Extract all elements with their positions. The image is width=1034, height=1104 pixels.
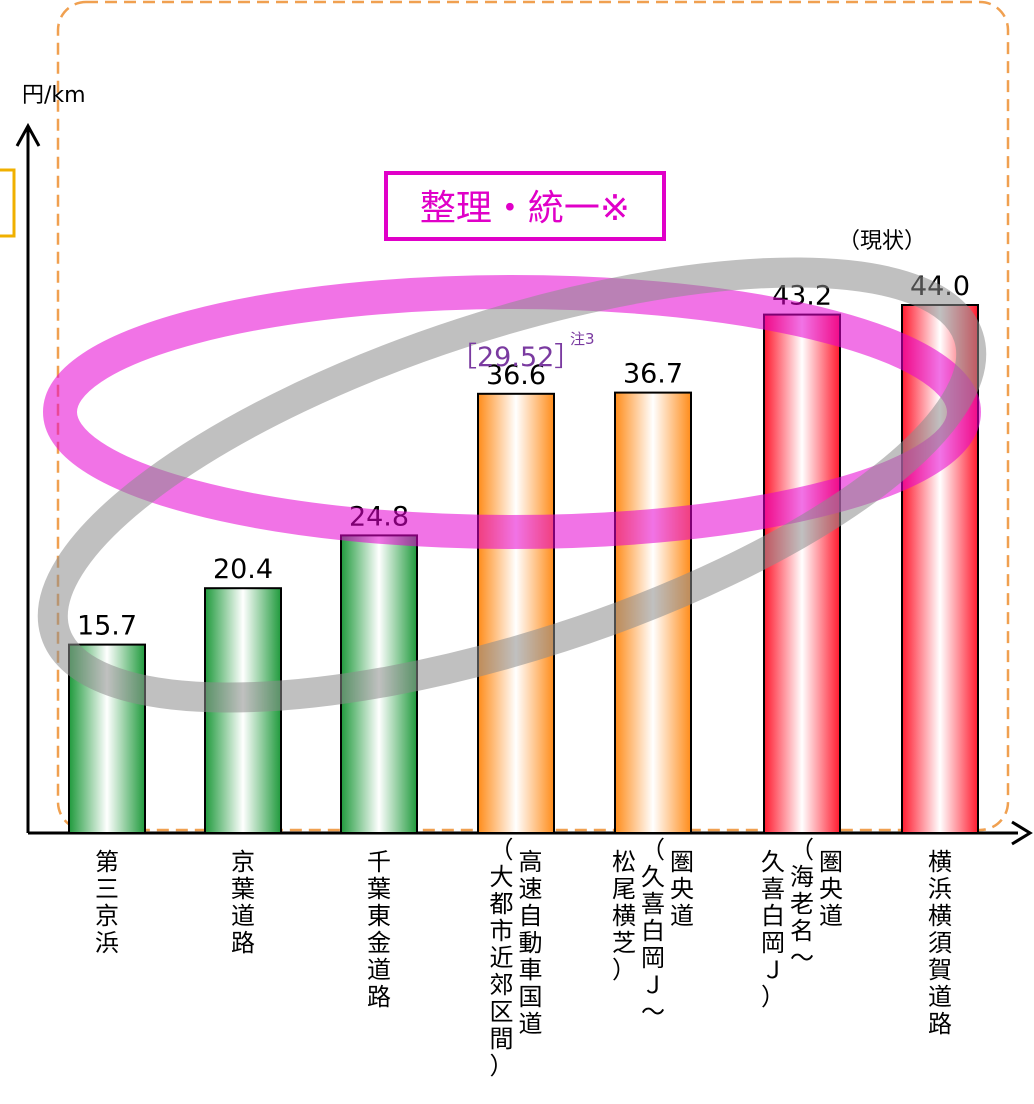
- category-label-5-1: （海老名～: [790, 836, 814, 972]
- target-note: 注3: [570, 330, 595, 348]
- category-label-4-1: （久喜白岡Ｊ～: [641, 836, 665, 1026]
- target-value: ［29.52］: [450, 342, 581, 373]
- category-labels: 第三京浜京葉道路千葉東金道路高速自動車国道（大都市近郊区間）圏央道（久喜白岡Ｊ～…: [95, 836, 952, 1080]
- category-label-1-0: 京葉道路: [231, 848, 255, 957]
- category-label-4-2: 松尾横芝）: [612, 848, 636, 984]
- status-label: （現状）: [838, 229, 926, 254]
- category-label-0-0: 第三京浜: [95, 848, 119, 957]
- category-label-6-0: 横浜横須賀道路: [928, 848, 952, 1038]
- category-label-4-0: 圏央道: [670, 848, 694, 930]
- y-axis-arrow: [15, 122, 41, 147]
- dashed-frame: [56, 0, 1010, 832]
- gray-ellipse: [37, 257, 987, 713]
- x-axis-arrow: [1011, 820, 1033, 846]
- category-label-5-2: 久喜白岡Ｊ）: [761, 848, 785, 1011]
- value-label-1: 20.4: [213, 554, 273, 585]
- bar-3: [477, 392, 555, 834]
- banner-text: 整理・統一※: [420, 188, 630, 229]
- category-label-3-1: （大都市近郊区間）: [490, 836, 514, 1080]
- y-axis-label: 円/km: [22, 83, 86, 108]
- value-label-4: 36.7: [623, 359, 683, 390]
- category-label-2-0: 千葉東金道路: [367, 848, 391, 1011]
- category-label-3-0: 高速自動車国道: [519, 848, 543, 1038]
- value-label-3: 36.6: [486, 360, 546, 391]
- left-marker: [0, 168, 16, 238]
- banner-box: [384, 171, 666, 241]
- value-label-0: 15.7: [77, 611, 137, 642]
- bar-5: [763, 313, 841, 835]
- category-label-5-0: 圏央道: [819, 848, 843, 930]
